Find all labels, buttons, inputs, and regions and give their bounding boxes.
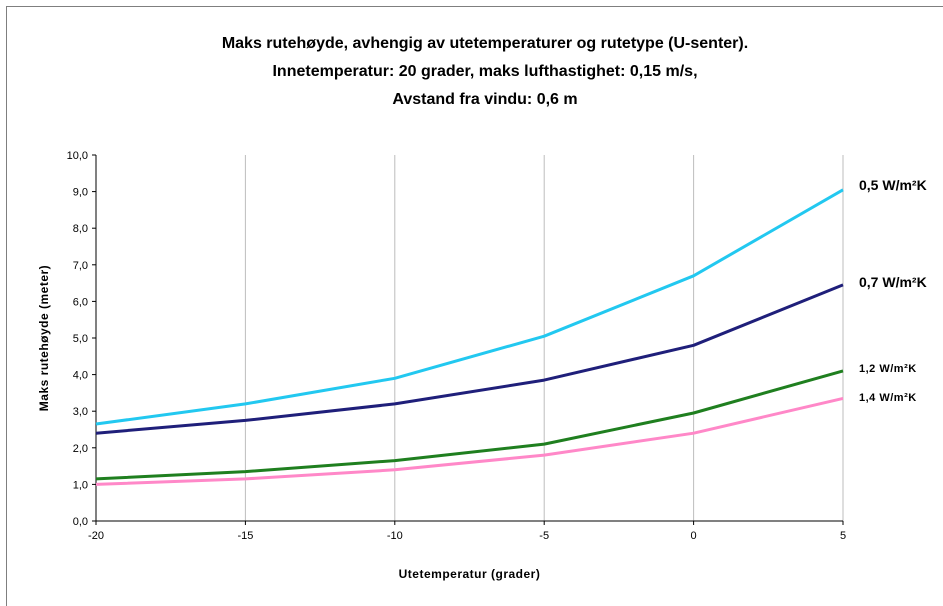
y-tick-label: 0,0 xyxy=(73,516,88,528)
x-tick-label: 5 xyxy=(840,530,846,542)
y-tick-label: 2,0 xyxy=(73,443,88,455)
y-tick-label: 3,0 xyxy=(73,406,88,418)
y-tick-label: 7,0 xyxy=(73,260,88,272)
x-tick-label: -20 xyxy=(88,530,104,542)
x-tick-label: -15 xyxy=(237,530,253,542)
x-tick-label: -10 xyxy=(387,530,403,542)
tick-labels: 0,0 1,0 2,0 3,0 4,0 5,0 6,0 7,0 8,0 9,0 10,0 -20 -15… xyxy=(67,150,846,542)
series-label-3: 1,2 W/m²K xyxy=(859,363,917,375)
series-line-1 xyxy=(96,190,843,424)
y-tick-label: 6,0 xyxy=(73,296,88,308)
series-label-1: 0,5 W/m²K xyxy=(859,177,927,193)
series-label-2: 0,7 W/m²K xyxy=(859,274,927,290)
series-label-4: 1,4 W/m²K xyxy=(859,392,917,404)
chart-title-line-3: Avstand fra vindu: 0,6 m xyxy=(392,91,577,108)
y-axis-title: Maks rutehøyde (meter) xyxy=(37,265,51,411)
y-tick-label: 10,0 xyxy=(67,150,88,162)
chart-title-line-1: Maks rutehøyde, avhengig av utetemperatu… xyxy=(222,35,748,52)
x-axis-title: Utetemperatur (grader) xyxy=(399,567,541,581)
series-labels: 0,5 W/m²K 0,7 W/m²K 1,2 W/m²K 1,4 W/m²K xyxy=(859,177,927,404)
chart-title: Maks rutehøyde, avhengig av utetemperatu… xyxy=(222,35,748,108)
axes xyxy=(92,155,843,525)
series xyxy=(96,190,843,485)
y-tick-label: 4,0 xyxy=(73,370,88,382)
y-tick-label: 5,0 xyxy=(73,333,88,345)
y-tick-label: 9,0 xyxy=(73,187,88,199)
series-line-4 xyxy=(96,398,843,484)
y-tick-label: 1,0 xyxy=(73,479,88,491)
chart-title-line-2: Innetemperatur: 20 grader, maks lufthast… xyxy=(272,63,697,80)
y-tick-label: 8,0 xyxy=(73,223,88,235)
x-tick-label: 0 xyxy=(691,530,697,542)
chart: Maks rutehøyde, avhengig av utetemperatu… xyxy=(0,0,943,587)
series-line-2 xyxy=(96,285,843,433)
x-tick-label: -5 xyxy=(539,530,549,542)
